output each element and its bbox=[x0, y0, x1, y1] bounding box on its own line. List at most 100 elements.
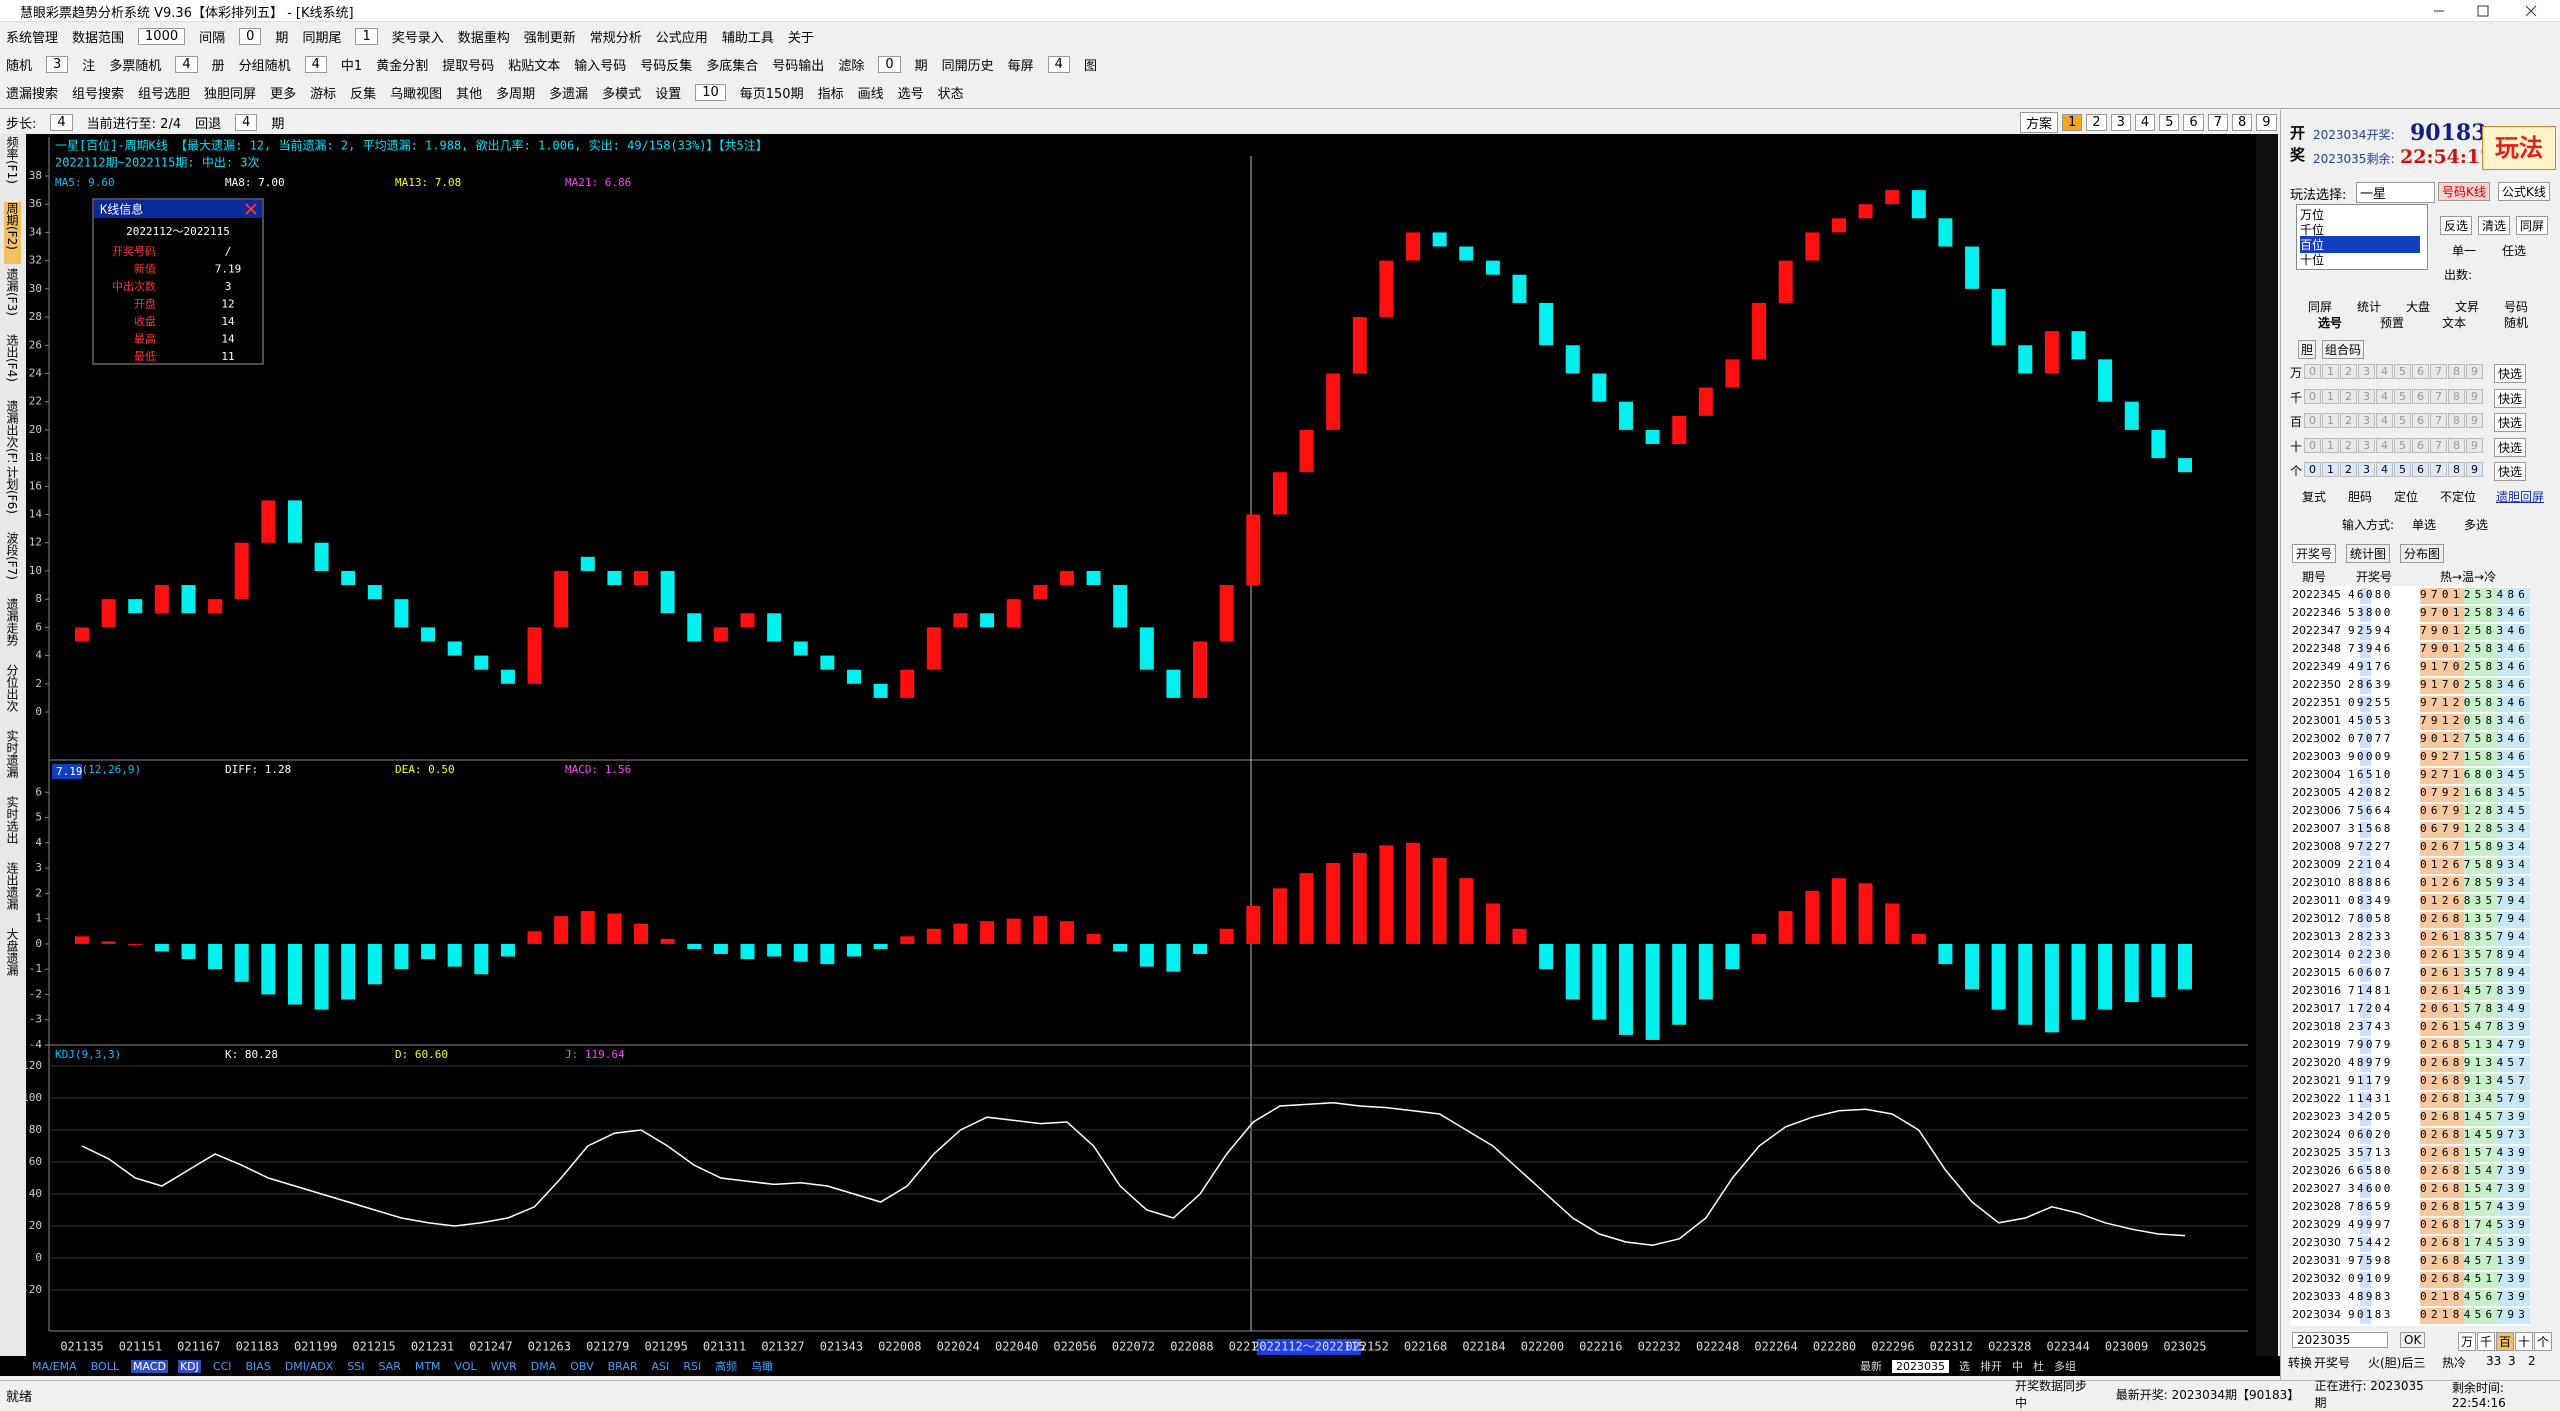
digit-button[interactable]: 5 bbox=[2394, 462, 2411, 477]
quick-select[interactable]: 快选 bbox=[2494, 388, 2527, 408]
toolbar-item[interactable]: 状态 bbox=[937, 86, 964, 102]
step-label[interactable]: 当前进行至: 2/4 bbox=[86, 116, 182, 132]
convert-item[interactable]: 开奖号 bbox=[2314, 1356, 2351, 1370]
bottom-control[interactable]: 排开 bbox=[1980, 1360, 2002, 1373]
side-tab[interactable]: 选出(F4) bbox=[5, 334, 19, 382]
toolbar-item[interactable]: 号码输出 bbox=[772, 58, 825, 74]
digit-button[interactable]: 3 bbox=[2358, 437, 2375, 453]
side-tab[interactable]: 遗漏(F3) bbox=[5, 268, 19, 316]
toolbar-item[interactable]: 粘贴文本 bbox=[508, 58, 561, 74]
toolbar-item[interactable]: 期 bbox=[914, 58, 928, 74]
action-button[interactable]: 清选 bbox=[2478, 216, 2511, 235]
toolbar-item[interactable]: 乌瞰视图 bbox=[390, 86, 443, 102]
position-item[interactable]: 千位 bbox=[2300, 223, 2325, 237]
toolbar-item[interactable]: 更多 bbox=[270, 86, 297, 102]
toolbar-item[interactable]: 期 bbox=[275, 30, 289, 46]
position-button[interactable]: 千 bbox=[2477, 1332, 2496, 1351]
quick-select[interactable]: 快选 bbox=[2494, 462, 2527, 481]
scheme-button[interactable]: 9 bbox=[2256, 113, 2277, 131]
scheme-button[interactable]: 5 bbox=[2159, 113, 2180, 131]
digit-button[interactable]: 8 bbox=[2448, 364, 2465, 379]
side-tab[interactable]: 实时遗漏 bbox=[5, 730, 19, 778]
digit-button[interactable]: 2 bbox=[2340, 413, 2357, 428]
digit-button[interactable]: 0 bbox=[2304, 388, 2321, 404]
toolbar-item[interactable]: 同期尾 bbox=[302, 30, 342, 46]
position-button[interactable]: 百 bbox=[2496, 1332, 2515, 1351]
position-item[interactable]: 十位 bbox=[2300, 253, 2325, 267]
digit-button[interactable]: 9 bbox=[2466, 437, 2483, 453]
quick-select[interactable]: 快选 bbox=[2494, 437, 2527, 457]
side-tab[interactable]: 遗漏出次(F5) bbox=[5, 400, 19, 462]
scheme-button[interactable]: 6 bbox=[2183, 113, 2204, 131]
step-label[interactable]: 期 bbox=[271, 116, 285, 132]
toolbar-item[interactable]: 黄金分割 bbox=[376, 58, 429, 74]
step-label[interactable]: 步长: bbox=[6, 116, 37, 132]
digit-button[interactable]: 4 bbox=[2376, 388, 2393, 404]
action-button[interactable]: 同屏 bbox=[2516, 216, 2549, 235]
digit-button[interactable]: 5 bbox=[2394, 413, 2411, 428]
digit-button[interactable]: 3 bbox=[2358, 388, 2375, 404]
indicator-tab[interactable]: BIAS bbox=[245, 1359, 271, 1373]
toolbar-item[interactable]: 多模式 bbox=[602, 86, 642, 102]
convert-item[interactable]: 3 bbox=[2508, 1354, 2516, 1368]
digit-button[interactable]: 5 bbox=[2394, 364, 2411, 379]
indicator-tab[interactable]: KDJ bbox=[177, 1359, 201, 1373]
bottom-control[interactable]: 杜 bbox=[2033, 1360, 2044, 1373]
side-tab[interactable]: 计划(F6) bbox=[5, 466, 19, 514]
option[interactable]: 遗胆回屏 bbox=[2496, 490, 2545, 504]
toolbar-item[interactable]: 提取号码 bbox=[442, 58, 495, 74]
digit-button[interactable]: 1 bbox=[2322, 437, 2339, 453]
toolbar-item[interactable]: 号码反集 bbox=[640, 58, 693, 74]
digit-button[interactable]: 5 bbox=[2394, 388, 2411, 404]
side-tab[interactable]: 周期(F2) bbox=[4, 202, 21, 264]
digit-button[interactable]: 4 bbox=[2376, 413, 2393, 428]
position-button[interactable]: 十 bbox=[2515, 1332, 2534, 1351]
position-button[interactable]: 个 bbox=[2534, 1332, 2553, 1351]
indicator-tab[interactable]: BRAR bbox=[607, 1359, 638, 1373]
tab[interactable]: 文昇 bbox=[2455, 300, 2480, 314]
digit-button[interactable]: 8 bbox=[2448, 413, 2465, 428]
toolbar-item[interactable]: 组号选胆 bbox=[138, 86, 191, 102]
tab[interactable]: 分布图 bbox=[2400, 544, 2445, 563]
digit-button[interactable]: 7 bbox=[2430, 462, 2447, 477]
toolbar-item[interactable]: 游标 bbox=[310, 86, 337, 102]
tab[interactable]: 统计 bbox=[2357, 300, 2382, 314]
bottom-control[interactable]: 多组 bbox=[2054, 1360, 2076, 1373]
digit-button[interactable]: 6 bbox=[2412, 388, 2429, 404]
window-controls[interactable] bbox=[2430, 3, 2550, 19]
toolbar-item[interactable]: 辅助工具 bbox=[721, 30, 774, 46]
tab[interactable]: 同屏 bbox=[2308, 300, 2333, 314]
indicator-tab[interactable]: CCI bbox=[212, 1359, 232, 1373]
indicator-tab[interactable]: WVR bbox=[490, 1359, 517, 1373]
scheme-button[interactable]: 2 bbox=[2086, 113, 2107, 131]
toolbar-item[interactable]: 遗漏搜索 bbox=[6, 86, 59, 102]
toolbar-item[interactable]: 随机 bbox=[6, 58, 33, 74]
digit-button[interactable]: 8 bbox=[2448, 388, 2465, 404]
indicator-tab[interactable]: ASI bbox=[651, 1359, 670, 1373]
digit-button[interactable]: 2 bbox=[2340, 388, 2357, 404]
bottom-control[interactable]: 2023035 bbox=[1892, 1359, 1949, 1373]
toolbar-item[interactable]: 选号 bbox=[897, 86, 924, 102]
scheme-button[interactable]: 7 bbox=[2207, 113, 2228, 131]
input-box[interactable]: 4 bbox=[1047, 55, 1070, 73]
indicator-tab[interactable]: SSI bbox=[347, 1359, 365, 1373]
indicator-tab[interactable]: MTM bbox=[414, 1359, 441, 1373]
convert-item[interactable]: 火(胆)后三 bbox=[2368, 1356, 2426, 1370]
toolbar-item[interactable]: 同開历史 bbox=[941, 58, 994, 74]
sub-tab[interactable]: 胆 bbox=[2298, 340, 2317, 359]
input-box[interactable]: 3 bbox=[46, 55, 69, 73]
tab[interactable]: 开奖号 bbox=[2292, 544, 2337, 563]
toolbar-item[interactable]: 组号搜索 bbox=[72, 86, 125, 102]
digit-button[interactable]: 1 bbox=[2322, 413, 2339, 428]
scheme-button[interactable]: 8 bbox=[2231, 113, 2253, 131]
indicator-tab[interactable]: 乌瞰 bbox=[751, 1360, 774, 1373]
input-box[interactable]: 1 bbox=[355, 27, 378, 45]
tab[interactable]: 大盘 bbox=[2406, 300, 2431, 314]
toolbar-item[interactable]: 注 bbox=[82, 58, 96, 74]
digit-button[interactable]: 6 bbox=[2412, 413, 2429, 428]
toolbar-item[interactable]: 多周期 bbox=[496, 86, 536, 102]
digit-button[interactable]: 3 bbox=[2358, 462, 2375, 477]
convert-item[interactable]: 2 bbox=[2528, 1354, 2536, 1368]
indicator-tab[interactable]: MA/EMA bbox=[32, 1359, 77, 1373]
indicator-tab[interactable]: RSI bbox=[683, 1359, 702, 1373]
